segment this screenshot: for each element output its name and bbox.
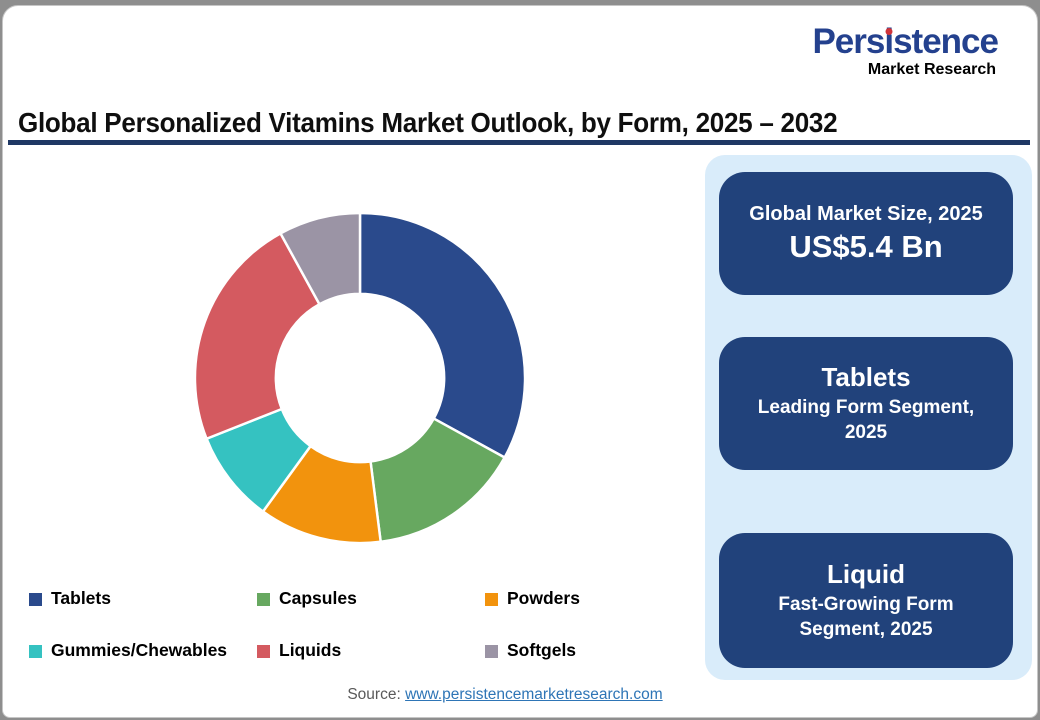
market-size-value: US$5.4 Bn xyxy=(789,228,943,264)
donut-slice-softgels xyxy=(279,211,362,306)
donut-slice-tablets xyxy=(358,211,527,459)
legend-swatch-capsules xyxy=(257,592,270,606)
legend-label: Tablets xyxy=(51,588,111,608)
market-size-card: Global Market Size, 2025 US$5.4 Bn xyxy=(719,172,1013,295)
legend-label: Softgels xyxy=(507,640,577,660)
legend-swatch-gummies-chewables xyxy=(29,644,42,658)
legend-swatch-liquids xyxy=(257,644,270,658)
legend-swatch-powders xyxy=(485,592,498,606)
leading-segment-caption: Leading Form Segment, 2025 xyxy=(757,396,975,444)
legend-label: Capsules xyxy=(279,588,357,608)
legend-item-tablets: Tablets xyxy=(29,588,257,609)
legend-label: Powders xyxy=(507,588,580,608)
legend-item-softgels: Softgels xyxy=(485,640,580,661)
title-underline xyxy=(8,140,1030,145)
legend-label: Gummies/Chewables xyxy=(51,640,228,660)
donut-slice-liquids xyxy=(193,232,321,440)
brand-tagline: Market Research xyxy=(867,61,996,78)
brand-i-red-dot-icon xyxy=(885,27,893,35)
fast-growing-name: Liquid xyxy=(827,558,905,589)
legend-item-liquids: Liquids xyxy=(257,640,485,661)
source-note: Source: www.persistencemarketresearch.co… xyxy=(0,686,1010,704)
donut-chart-svg xyxy=(193,211,527,545)
legend-swatch-tablets xyxy=(29,592,42,606)
info-panel: Global Market Size, 2025 US$5.4 Bn Table… xyxy=(705,155,1032,680)
legend-swatch-softgels xyxy=(485,644,498,658)
donut-chart xyxy=(192,210,528,546)
fast-growing-card: Liquid Fast-Growing Form Segment, 2025 xyxy=(719,533,1013,668)
chart-legend: Tablets Capsules Powders Gummies/Chewables L… xyxy=(29,588,580,661)
legend-item-gummies-chewables: Gummies/Chewables xyxy=(29,640,257,661)
fast-growing-caption: Fast-Growing Form Segment, 2025 xyxy=(778,593,954,641)
legend-item-powders: Powders xyxy=(485,588,580,609)
leading-segment-name: Tablets xyxy=(821,361,911,392)
source-label: Source: xyxy=(347,686,401,703)
page-title: Global Personalized Vitamins Market Outl… xyxy=(18,107,838,138)
persistence-logo: Persi stence Market Research xyxy=(812,22,999,78)
market-size-title: Global Market Size, 2025 xyxy=(749,202,983,225)
source-link[interactable]: www.persistencemarketresearch.com xyxy=(405,686,663,703)
legend-label: Liquids xyxy=(279,640,342,660)
legend-item-capsules: Capsules xyxy=(257,588,485,609)
leading-segment-card: Tablets Leading Form Segment, 2025 xyxy=(719,337,1013,470)
brand-name: Persi stence xyxy=(812,22,999,61)
